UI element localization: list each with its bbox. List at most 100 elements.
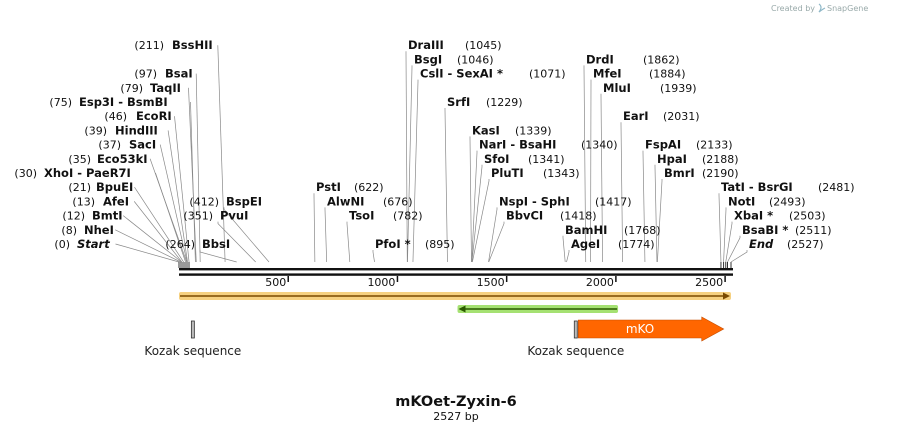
enzyme-site-end[interactable]: End (2527) [749, 237, 824, 251]
leader-line [471, 150, 478, 263]
enzyme-site-srfi[interactable]: SrfI (1229) [447, 95, 523, 109]
enzyme-site-bsai[interactable]: BsaI (97) [134, 67, 192, 81]
enzyme-position: (211) [134, 39, 164, 52]
enzyme-site-draiii[interactable]: DraIII (1045) [408, 38, 502, 52]
enzyme-site-start[interactable]: Start (0) [54, 237, 110, 251]
enzyme-site-pvui[interactable]: PvuI (351) [183, 209, 248, 223]
enzyme-site-xbai[interactable]: XbaI * (2503) [734, 209, 826, 223]
enzyme-position: (2527) [787, 238, 824, 251]
enzyme-position: (97) [134, 68, 157, 81]
enzyme-position: (1071) [529, 68, 566, 81]
enzyme-position: (782) [393, 210, 423, 223]
enzyme-site-sfoi[interactable]: SfoI (1341) [484, 152, 565, 166]
enzyme-site-bmti[interactable]: BmtI (12) [62, 209, 122, 223]
enzyme-site-mlui[interactable]: MluI (1939) [603, 81, 697, 95]
leader-line [217, 45, 226, 263]
enzyme-name: TatI - BsrGI [721, 180, 793, 194]
enzyme-position: (2190) [702, 167, 739, 180]
enzyme-position: (13) [72, 195, 95, 208]
enzyme-position: (1939) [660, 82, 697, 95]
enzyme-site-nspi[interactable]: NspI - SphI (1417) [499, 194, 632, 208]
enzyme-site-drdi[interactable]: DrdI (1862) [586, 52, 680, 66]
enzyme-name: BsaBI * [742, 223, 788, 237]
enzyme-position: (2188) [702, 153, 739, 166]
enzyme-site-saci[interactable]: SacI (37) [98, 138, 156, 152]
enzyme-site-ecori[interactable]: EcoRI (46) [104, 109, 171, 123]
enzyme-position: (12) [62, 210, 85, 223]
enzyme-site-hindiii[interactable]: HindIII (39) [84, 123, 157, 137]
leader-line [600, 93, 603, 263]
enzyme-site-bamhi[interactable]: BamHI (1768) [565, 223, 661, 237]
leader-line [174, 116, 190, 263]
enzyme-name: KasI [472, 123, 500, 137]
enzyme-name: BamHI [565, 223, 607, 237]
leader-line [488, 207, 498, 263]
enzyme-position: (79) [120, 82, 143, 95]
enzyme-site-nari[interactable]: NarI - BsaHI (1340) [479, 138, 618, 152]
enzyme-site-csli[interactable]: CslI - SexAI * (1071) [420, 67, 566, 81]
leader-line [488, 221, 505, 263]
enzyme-name: BsgI [414, 52, 442, 66]
enzyme-site-bbvci[interactable]: BbvCI (1418) [506, 209, 597, 223]
leader-line [718, 193, 722, 263]
leader-line [407, 65, 413, 263]
enzyme-name: DraIII [408, 38, 444, 52]
enzyme-labels: Start (0) NheI (8) BmtI (12) AfeI (13)BpuEI (21)… [14, 38, 854, 251]
enzyme-site-bsgi[interactable]: BsgI (1046) [414, 52, 494, 66]
kozak-marker[interactable] [190, 320, 195, 339]
enzyme-site-bpuei[interactable]: BpuEI (21) [68, 180, 133, 194]
leader-line [167, 130, 188, 263]
enzyme-position: (1339) [515, 124, 552, 137]
mko-feature[interactable]: mKO [577, 316, 725, 342]
kozak-label: Kozak sequence [144, 344, 241, 358]
leader-line [469, 136, 472, 263]
enzyme-name: CslI - SexAI * [420, 67, 503, 81]
enzyme-site-pfoi[interactable]: PfoI * (895) [375, 237, 455, 251]
enzyme-position: (2031) [663, 110, 700, 123]
enzyme-position: (1774) [618, 238, 655, 251]
enzyme-site-tsoi[interactable]: TsoI (782) [349, 209, 423, 223]
leader-line [133, 201, 183, 263]
enzyme-site-bmri[interactable]: BmrI (2190) [664, 166, 739, 180]
enzyme-site-nhei[interactable]: NheI (8) [61, 223, 113, 237]
enzyme-position: (412) [189, 195, 219, 208]
leader-line [313, 193, 316, 263]
leader-line [115, 243, 180, 263]
enzyme-position: (622) [354, 181, 384, 194]
enzyme-site-noti[interactable]: NotI (2493) [728, 194, 806, 208]
enzyme-name: TsoI [349, 209, 374, 223]
enzyme-name: SacI [129, 138, 156, 152]
enzyme-name: NotI [728, 194, 755, 208]
enzyme-site-psti[interactable]: PstI (622) [316, 180, 384, 194]
enzyme-position: (1768) [624, 224, 661, 237]
enzyme-site-bsshii[interactable]: BssHII (211) [134, 38, 212, 52]
enzyme-site-bsabi[interactable]: BsaBI * (2511) [742, 223, 832, 237]
leader-line [324, 207, 328, 263]
enzyme-site-bbsi[interactable]: BbsI (264) [165, 237, 230, 251]
enzyme-site-eco53ki[interactable]: Eco53kI (35) [68, 152, 147, 166]
kozak-marker[interactable] [573, 320, 578, 339]
enzyme-site-kasi[interactable]: KasI (1339) [472, 123, 552, 137]
enzyme-site-taqii[interactable]: TaqII (79) [120, 81, 181, 95]
enzyme-name: AgeI [571, 237, 600, 251]
enzyme-site-agei[interactable]: AgeI (1774) [571, 237, 655, 251]
enzyme-position: (35) [68, 153, 91, 166]
enzyme-site-mfei[interactable]: MfeI (1884) [593, 67, 686, 81]
enzyme-site-pluti[interactable]: PluTI (1343) [491, 166, 580, 180]
enzyme-site-hpai[interactable]: HpaI (2188) [657, 152, 739, 166]
enzyme-site-esp3i[interactable]: Esp3I - BsmBI (75) [49, 95, 167, 109]
enzyme-position: (1045) [465, 39, 502, 52]
enzyme-site-alwni[interactable]: AlwNI (676) [327, 194, 413, 208]
enzyme-name: HpaI [657, 152, 687, 166]
enzyme-site-bspei[interactable]: BspEI (412) [189, 194, 262, 208]
enzyme-site-afei[interactable]: AfeI (13) [72, 194, 129, 208]
enzyme-name: PluTI [491, 166, 524, 180]
leader-line [159, 144, 188, 263]
enzyme-name: BssHII [172, 38, 213, 52]
enzyme-site-eari[interactable]: EarI (2031) [623, 109, 700, 123]
enzyme-site-tati[interactable]: TatI - BsrGI (2481) [721, 180, 855, 194]
enzyme-name: PfoI * [375, 237, 411, 251]
enzyme-site-fspai[interactable]: FspAI (2133) [645, 138, 733, 152]
enzyme-site-xhoi[interactable]: XhoI - PaeR7I (30) [14, 166, 130, 180]
